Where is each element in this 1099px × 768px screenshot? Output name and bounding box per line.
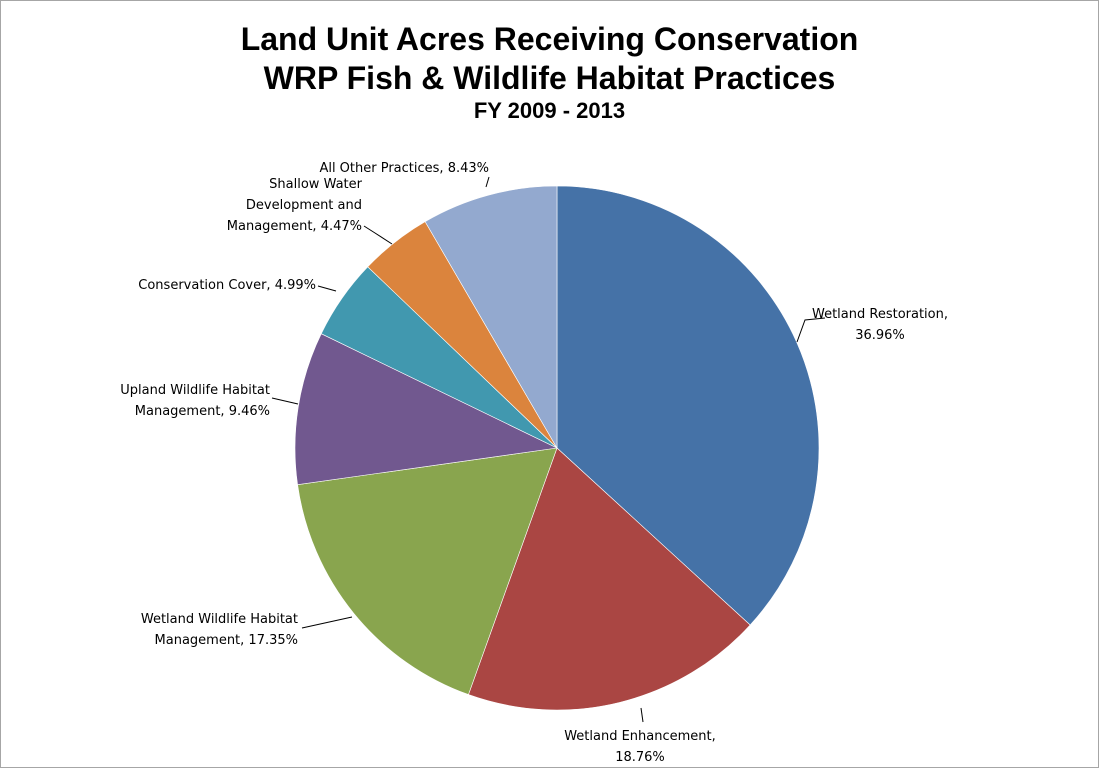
pie-slices — [294, 185, 820, 711]
pie-slice-wetland-restoration — [556, 185, 820, 626]
leader-line — [317, 285, 337, 292]
pie-slice-all-other-practices — [424, 185, 558, 450]
leader-lines — [271, 176, 826, 723]
leader-line — [301, 616, 353, 629]
chart-subtitle: WRP Fish & Wildlife Habitat Practices — [263, 60, 836, 96]
leader-line — [796, 317, 826, 343]
pie-slice-upland-wildlife-habitat-management — [294, 333, 559, 486]
pie-slice-wetland-enhancement — [468, 447, 751, 711]
data-label: Wetland Wildlife Habitat Management, 17.3… — [141, 612, 298, 648]
chart-title: Land Unit Acres Receiving Conservation — [240, 21, 859, 57]
pie-slice-wetland-wildlife-habitat-management — [297, 447, 558, 695]
leader-line — [640, 707, 644, 723]
chart-fiscal-years: FY 2009 - 2013 — [473, 98, 626, 123]
data-label: Wetland Restoration, 36.96% — [812, 307, 948, 343]
leader-line — [363, 225, 393, 245]
data-label: Shallow Water Development and Management, … — [227, 177, 363, 234]
data-label: Upland Wildlife Habitat Management, 9.46% — [120, 383, 270, 419]
data-label: Wetland Enhancement, 18.76% — [564, 729, 716, 765]
data-label: Conservation Cover, 4.99% — [138, 278, 316, 293]
leader-line — [271, 397, 299, 405]
data-label: All Other Practices, 8.43% — [319, 161, 489, 176]
leader-line — [485, 176, 490, 188]
data-labels: Wetland Restoration, 36.96% Wetland Enhanc… — [120, 161, 948, 765]
